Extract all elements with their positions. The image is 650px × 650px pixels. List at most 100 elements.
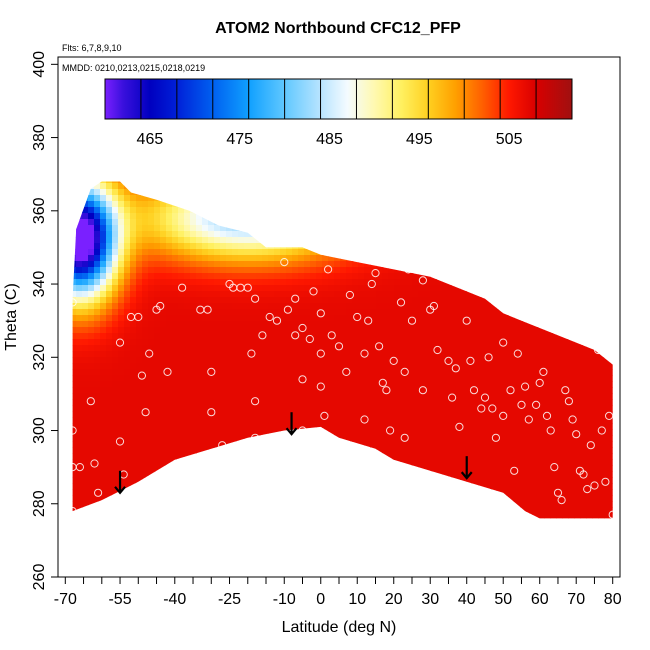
field-cell [184,417,191,424]
field-cell [262,429,269,436]
field-cell [94,459,101,466]
field-cell [72,393,77,400]
field-cell [226,381,233,388]
field-cell [346,357,353,364]
field-cell [100,267,107,274]
field-cell [112,399,119,406]
field-cell [172,219,179,226]
field-cell [232,273,239,280]
field-cell [76,351,83,358]
field-cell [352,327,359,334]
field-cell [196,267,203,274]
field-cell [340,339,347,346]
field-cell [286,285,293,292]
field-cell [286,279,293,286]
field-cell [310,333,317,340]
field-cell [136,459,143,466]
field-cell [382,441,389,448]
field-cell [136,279,143,286]
field-cell [286,375,293,382]
field-cell [226,411,233,418]
field-cell [118,459,125,466]
field-cell [166,381,173,388]
field-cell [334,261,341,268]
field-cell [268,303,275,310]
field-cell [328,393,335,400]
field-cell [166,201,173,208]
field-cell [118,309,125,316]
field-cell [94,237,101,244]
field-cell [214,381,221,388]
field-cell [214,363,221,370]
field-cell [394,417,401,424]
field-cell [154,249,161,256]
field-cell [136,297,143,304]
field-cell [334,303,341,310]
field-cell [388,285,395,292]
field-cell [190,237,197,244]
field-cell [382,333,389,340]
field-cell [208,315,215,322]
field-cell [352,267,359,274]
field-cell [214,237,221,244]
field-cell [190,249,197,256]
field-cell [154,279,161,286]
field-cell [196,237,203,244]
field-cell [72,477,77,484]
field-cell [232,291,239,298]
field-cell [136,417,143,424]
field-cell [160,459,167,466]
field-cell [112,339,119,346]
field-cell [292,399,299,406]
field-cell [100,195,107,202]
field-cell [72,441,77,448]
field-cell [154,429,161,436]
field-cell [322,285,329,292]
field-cell [160,285,167,292]
field-cell [214,357,221,364]
field-cell [238,435,245,442]
field-cell [238,429,245,436]
field-cell [208,357,215,364]
field-cell [322,351,329,358]
field-cell [106,465,113,472]
field-cell [184,279,191,286]
field-cell [322,423,329,430]
field-cell [328,363,335,370]
field-cell [130,231,137,238]
field-cell [76,393,83,400]
field-cell [82,411,89,418]
field-cell [82,423,89,430]
field-cell [268,351,275,358]
field-cell [202,285,209,292]
field-cell [388,309,395,316]
field-cell [226,225,233,232]
field-cell [136,333,143,340]
field-cell [112,309,119,316]
field-cell [94,309,101,316]
field-cell [376,447,383,454]
field-cell [136,309,143,316]
field-cell [358,363,365,370]
field-cell [124,405,131,412]
field-cell [316,321,323,328]
field-cell [352,399,359,406]
field-cell [184,393,191,400]
field-cell [280,399,287,406]
field-cell [226,375,233,382]
field-cell [328,291,335,298]
field-cell [184,429,191,436]
field-cell [118,339,125,346]
field-cell [322,393,329,400]
field-cell [148,351,155,358]
field-cell [346,381,353,388]
field-cell [82,237,89,244]
field-cell [346,375,353,382]
field-cell [376,321,383,328]
field-cell [382,279,389,286]
field-cell [370,387,377,394]
field-cell [202,267,209,274]
field-cell [334,339,341,346]
field-cell [172,345,179,352]
field-cell [88,321,95,328]
